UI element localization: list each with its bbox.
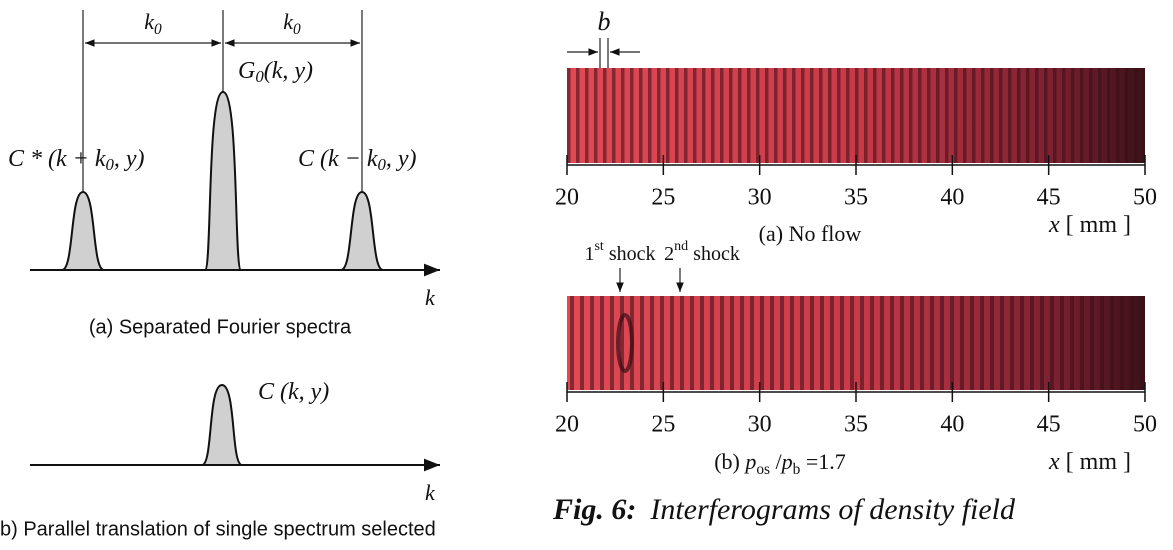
caption: (b) pos /pb =1.7 [714,449,846,477]
axis-label: x [ mm ] [1048,212,1131,238]
axis-label: x [ mm ] [1048,449,1131,475]
x-tick-label: 50 [1133,412,1157,438]
label-part: C (k, y) [258,379,329,405]
x-tick-label: 30 [748,185,772,211]
x-tick-label: 35 [844,185,868,211]
fringe-pattern [567,296,1145,390]
caption: (a) Separated Fourier spectra [89,316,352,338]
x-tick-label: 40 [940,412,964,438]
peak-label: C * (k + k0, y) [8,146,145,174]
label-part: [ mm ] [1060,449,1131,475]
peak [205,92,241,270]
x-tick-label: 20 [555,185,579,211]
spacing-label: k0 [144,9,162,37]
label-part: (b) [714,449,745,474]
x-tick-label: 25 [651,412,675,438]
label-part: 1 [584,243,594,265]
label-part: shock [688,243,740,265]
label-part: x [1048,212,1060,238]
label-part: [ mm ] [1060,212,1131,238]
subscript: 0 [154,21,162,38]
interferograms: b 1st shock 2nd shock (a) No flow (b) po… [552,7,1145,526]
subscript: 0 [293,21,301,38]
peak [62,192,104,270]
label-part: C (k − k [298,146,378,172]
peak [202,385,242,465]
x-tick-label: 40 [940,185,964,211]
caption: (a) No flow [759,221,862,246]
x-tick-label: 45 [1037,412,1061,438]
superscript: nd [674,239,688,254]
peak-label: C (k, y) [258,379,329,405]
x-tick-label: 30 [748,412,772,438]
label-part: =1.7 [800,449,845,474]
figure-text: Interferograms of density field [649,493,1016,526]
label-part: 2 [664,243,674,265]
spectra-panel-a: k0 k0 G0(k, y) C * (k + k0, y) C (k − k0… [8,9,440,338]
peak [341,192,383,270]
label-part: (k, y) [264,58,313,84]
x-tick-label: 50 [1133,185,1157,211]
x-tick-label: 35 [844,412,868,438]
spectra-panel-b: C (k, y) k b) Parallel translation of si… [0,379,440,541]
label-part: shock [604,243,656,265]
caption: b) Parallel translation of single spectr… [0,518,436,540]
annotation: 2nd shock [664,239,740,264]
label-part: / [770,449,783,474]
spacing-label: k0 [283,9,301,37]
label-part: , y) [386,146,417,172]
label-part: p [780,449,793,474]
x-tick-label: 20 [555,412,579,438]
label-part: C * (k + k [8,146,106,172]
superscript: st [594,239,603,254]
figure: k0 k0 G0(k, y) C * (k + k0, y) C (k − k0… [0,0,1173,550]
figure-number: Fig. 6: [552,493,636,526]
axis-label: k [425,480,436,505]
fringe-label: b [598,7,611,36]
subscript: os [756,461,770,478]
annotation: 1st shock [584,239,655,264]
label-part: p [743,449,756,474]
label-part: G [238,58,255,84]
axis-label: k [425,285,436,310]
x-tick-label: 25 [651,185,675,211]
fringe-pattern [567,68,1145,163]
peak-label: G0(k, y) [238,58,313,86]
label-part: x [1048,449,1060,475]
label-part: , y) [114,146,145,172]
figure-caption: Fig. 6: Interferograms of density field [552,493,1016,526]
label-part: (a) No flow [759,221,862,246]
peak-label: C (k − k0, y) [298,146,417,174]
x-tick-label: 45 [1037,185,1061,211]
